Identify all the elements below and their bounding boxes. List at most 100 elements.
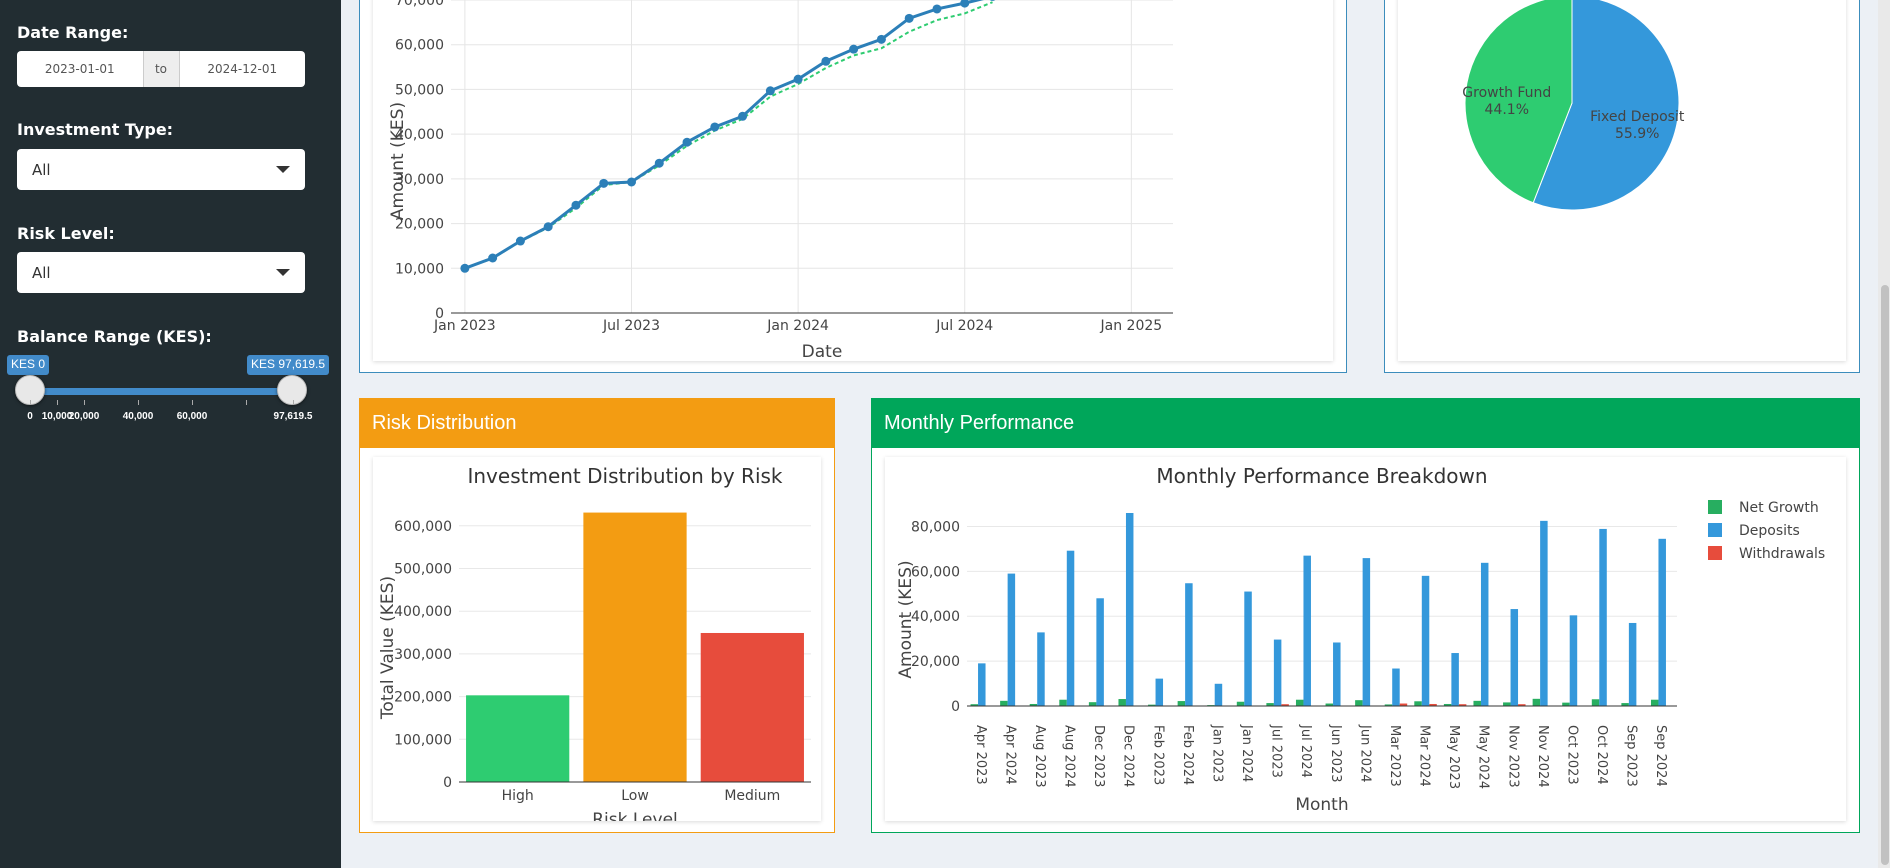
x-tick-label: Oct 2023 <box>1564 725 1579 785</box>
slider-tick <box>84 400 85 405</box>
bar-deposits <box>1451 653 1458 706</box>
balance-point <box>877 35 886 44</box>
bar-deposits <box>1156 679 1163 706</box>
bar-deposits <box>1481 563 1488 706</box>
y-axis-title: Total Value (KES) <box>378 576 398 720</box>
balance-point <box>932 4 941 13</box>
bar-deposits <box>1037 632 1044 706</box>
bar-deposits <box>1333 642 1340 706</box>
balance-point <box>571 201 580 210</box>
chevron-down-icon <box>276 166 290 173</box>
balance-point <box>960 0 969 8</box>
y-tick-label: 50,000 <box>395 82 444 98</box>
x-tick-label: Jan 2024 <box>766 318 829 334</box>
x-tick-label: Jul 2023 <box>602 318 660 334</box>
balance-point <box>738 112 747 121</box>
balance-point <box>460 264 469 273</box>
bar-net-growth <box>1000 701 1007 706</box>
x-tick-label: Jul 2024 <box>935 318 993 334</box>
legend-swatch <box>1708 500 1722 514</box>
x-tick-label: May 2024 <box>1476 725 1491 789</box>
date-start-input[interactable]: 2023-01-01 <box>17 51 143 87</box>
bar-deposits <box>1185 583 1192 706</box>
bar-deposits <box>1363 558 1370 706</box>
balance-point <box>544 222 553 231</box>
y-tick-label: 70,000 <box>395 0 444 9</box>
slider-tick-label: 10,000 <box>42 411 73 422</box>
x-tick-label: May 2023 <box>1446 725 1461 789</box>
x-tick-label: Jan 2023 <box>1209 724 1224 782</box>
bar-deposits <box>1096 598 1103 706</box>
chevron-down-icon <box>276 269 290 276</box>
risk-level-select[interactable]: All <box>17 252 305 293</box>
bar-net-growth <box>1296 700 1303 706</box>
monthly-performance-header: Monthly Performance <box>872 399 1859 448</box>
bar-net-growth <box>1059 700 1066 706</box>
slider-tick-label: 40,000 <box>123 411 154 422</box>
x-axis-title: Date <box>802 342 843 361</box>
bar-net-growth <box>1414 701 1421 706</box>
y-tick-label: 10,000 <box>395 261 444 277</box>
monthly-bar-chart[interactable]: Monthly Performance Breakdown 0 20,000 40,0… <box>885 457 1846 821</box>
monthly-chart-panel: Monthly Performance Breakdown 0 20,000 40,0… <box>885 457 1846 821</box>
x-tick-label: Low <box>621 788 649 804</box>
bar-deposits <box>1422 576 1429 706</box>
slider-max-handle[interactable] <box>277 375 307 405</box>
x-tick-label: Dec 2023 <box>1091 725 1106 787</box>
x-tick-label: Jan 2023 <box>433 318 496 334</box>
page-scrollbar[interactable] <box>1878 0 1890 868</box>
investment-type-select[interactable]: All <box>17 149 305 190</box>
date-range-label: Date Range: <box>17 23 128 42</box>
bar-deposits <box>1126 513 1133 706</box>
risk-bar-chart[interactable]: Investment Distribution by Risk 0 100,000 2… <box>373 457 821 821</box>
x-tick-label: Apr 2024 <box>1002 725 1017 785</box>
x-tick-label: Mar 2024 <box>1417 725 1432 787</box>
balance-point <box>766 86 775 95</box>
balance-range-label: Balance Range (KES): <box>17 327 212 346</box>
risk-level-value: All <box>32 264 51 282</box>
bar-high <box>466 695 569 782</box>
x-tick-label: Medium <box>724 788 780 804</box>
x-tick-label: Nov 2023 <box>1505 725 1520 788</box>
bar-deposits <box>1215 684 1222 706</box>
date-range-input: 2023-01-01 to 2024-12-01 <box>17 51 305 87</box>
date-end-input[interactable]: 2024-12-01 <box>180 51 306 87</box>
x-tick-label: Jan 2024 <box>1239 724 1254 782</box>
scrollbar-thumb[interactable] <box>1881 285 1889 865</box>
bar-deposits <box>1067 551 1074 706</box>
slider-tick <box>138 400 139 405</box>
slider-tick <box>57 400 58 405</box>
x-tick-label: Apr 2023 <box>973 725 988 785</box>
growth-chart[interactable]: 0 10,000 20,000 30,000 40,000 50,000 60,000 70,… <box>373 0 1333 361</box>
bar-net-growth <box>1089 702 1096 706</box>
bar-medium <box>701 633 804 782</box>
growth-chart-panel: 0 10,000 20,000 30,000 40,000 50,000 60,000 70,… <box>373 0 1333 361</box>
chart-title: Monthly Performance Breakdown <box>1156 464 1487 488</box>
allocation-box: Fixed Deposit 55.9% Growth Fund 44.1% <box>1384 0 1860 373</box>
balance-point <box>683 138 692 147</box>
x-tick-label: Nov 2024 <box>1535 725 1550 788</box>
y-tick-label: 80,000 <box>911 519 960 535</box>
y-tick-label: 0 <box>443 775 452 791</box>
pie-slice-label: Growth Fund <box>1462 85 1551 101</box>
y-tick-label: 0 <box>951 699 960 715</box>
bar-deposits <box>1303 556 1310 706</box>
risk-chart-panel: Investment Distribution by Risk 0 100,000 2… <box>373 457 821 821</box>
chart-title: Investment Distribution by Risk <box>467 464 782 488</box>
bar-deposits <box>1008 574 1015 706</box>
sidebar: Date Range: 2023-01-01 to 2024-12-01 Inv… <box>0 0 341 868</box>
y-tick-label: 20,000 <box>911 654 960 670</box>
bar-deposits <box>1570 615 1577 706</box>
slider-tick <box>246 400 247 405</box>
slider-track[interactable] <box>29 388 292 395</box>
x-tick-label: Aug 2023 <box>1032 725 1047 788</box>
bar-deposits <box>1274 640 1281 706</box>
bar-deposits <box>1511 609 1518 706</box>
slider-tick-label: 0 <box>27 411 33 422</box>
risk-distribution-header: Risk Distribution <box>360 399 834 448</box>
bar-deposits <box>1658 539 1665 706</box>
x-axis-title: Risk Level <box>592 810 678 821</box>
y-axis-title: Amount (KES) <box>388 102 408 220</box>
x-tick-label: Jun 2024 <box>1357 724 1372 783</box>
